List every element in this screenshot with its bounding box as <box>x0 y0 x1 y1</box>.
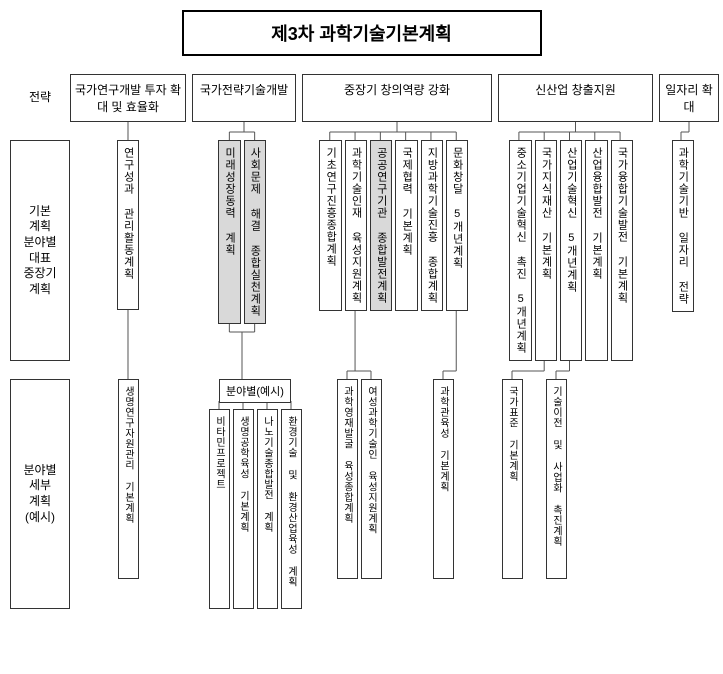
plan-box: 사회문제 해결 종합실천계획 <box>244 140 266 324</box>
subgroup-3b: 과학관육성 기본계획 <box>398 379 488 579</box>
plan-box: 중소기업기술혁신 촉진 5개년계획 <box>509 140 531 361</box>
subgroup-3a: 과학영재발굴 육성종합계획여성과학기술인 육성지원계획 <box>324 379 394 579</box>
plan-box: 과학기술인재 육성지원계획 <box>345 140 367 311</box>
plan-box: 국가지식재산 기본계획 <box>535 140 557 361</box>
plan-box: 국제협력 기본계획 <box>395 140 417 311</box>
plan-box: 국가융합기술발전 기본계획 <box>611 140 633 361</box>
sublabel: 분야별(예시) <box>219 379 291 403</box>
midplan-group-2: 미래성장동력 계획사회문제 해결 종합실천계획 <box>190 140 294 324</box>
plan-box: 연구성과 관리활동계획 <box>117 140 139 310</box>
plan-box: 공공연구기관 종합발전계획 <box>370 140 392 311</box>
subplan-row: 분야별 세부 계획 (예시) 생명연구자원관리 기본계획 분야별(예시) 비타민… <box>10 379 713 609</box>
plan-box: 지방과학기술진흥 종합계획 <box>421 140 443 311</box>
subgroup-4b: 기술이전 및 사업화 촉진계획 <box>536 379 576 579</box>
subgroup-1: 생명연구자원관리 기본계획 <box>70 379 186 579</box>
midplan-group-4: 중소기업기술혁신 촉진 5개년계획국가지식재산 기본계획산업기술혁신 5개년계획… <box>494 140 649 361</box>
midplan-row: 기본 계획 분야별 대표 중장기 계획 연구성과 관리활동계획 미래성장동력 계… <box>10 140 713 361</box>
strategy-2: 국가전략기술개발 <box>192 74 296 122</box>
subplan-box: 비타민프로젝트 <box>209 409 230 609</box>
rowlabel-strategy: 전략 <box>10 74 70 122</box>
subplan-box: 생명연구자원관리 기본계획 <box>118 379 139 579</box>
strategy-1: 국가연구개발 투자 확대 및 효율화 <box>70 74 186 122</box>
subgroup-2: 분야별(예시) 비타민프로젝트생명공학육성 기본계획나노기술종합발전 계획환경기… <box>190 379 320 609</box>
strategy-5: 일자리 확대 <box>659 74 719 122</box>
strategy-row: 전략 국가연구개발 투자 확대 및 효율화 국가전략기술개발 중장기 창의역량 … <box>10 74 713 122</box>
main-title: 제3차 과학기술기본계획 <box>182 10 542 56</box>
subplan-box: 환경기술 및 환경산업육성 계획 <box>281 409 302 609</box>
subgroup-4a: 국가표준 기본계획 <box>492 379 532 579</box>
midplan-group-1: 연구성과 관리활동계획 <box>70 140 186 310</box>
strategy-3: 중장기 창의역량 강화 <box>302 74 492 122</box>
subplan-box: 과학관육성 기본계획 <box>433 379 454 579</box>
plan-box: 과학기술기반 일자리 전략 <box>672 140 694 312</box>
subplan-box: 생명공학육성 기본계획 <box>233 409 254 609</box>
plan-box: 기초연구진흥종합계획 <box>319 140 341 311</box>
plan-box: 문화창달 5개년계획 <box>446 140 468 311</box>
rowlabel-midplan: 기본 계획 분야별 대표 중장기 계획 <box>10 140 70 361</box>
subplan-box: 과학영재발굴 육성종합계획 <box>337 379 358 579</box>
subplan-box: 여성과학기술인 육성지원계획 <box>361 379 382 579</box>
subplan-box: 국가표준 기본계획 <box>502 379 523 579</box>
rowlabel-subplan: 분야별 세부 계획 (예시) <box>10 379 70 609</box>
plan-box: 산업기술혁신 5개년계획 <box>560 140 582 361</box>
strategy-4: 신산업 창출지원 <box>498 74 653 122</box>
midplan-group-5: 과학기술기반 일자리 전략 <box>653 140 713 312</box>
plan-box: 미래성장동력 계획 <box>218 140 240 324</box>
subplan-box: 나노기술종합발전 계획 <box>257 409 278 609</box>
midplan-group-3: 기초연구진흥종합계획과학기술인재 육성지원계획공공연구기관 종합발전계획국제협력… <box>298 140 490 311</box>
plan-box: 산업융합발전 기본계획 <box>585 140 607 361</box>
subplan-box: 기술이전 및 사업화 촉진계획 <box>546 379 567 579</box>
